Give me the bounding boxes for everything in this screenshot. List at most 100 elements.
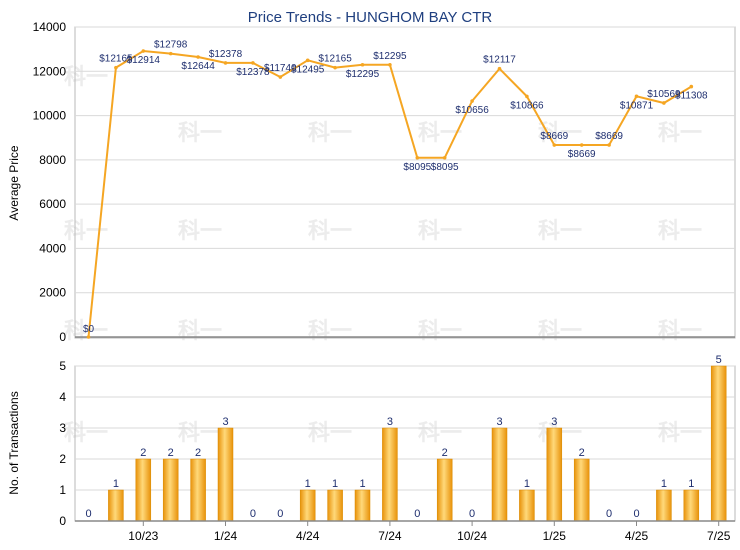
x-tick-label-1: 1/24 [214, 529, 238, 543]
transaction-bar-4 [190, 458, 206, 522]
transaction-bar-10 [354, 489, 371, 522]
price-series-line [87, 49, 692, 338]
transaction-value-label-13: 2 [442, 447, 448, 459]
price-point-10 [360, 62, 365, 67]
transaction-value-label-6: 0 [250, 508, 256, 520]
transactions-y-tick-label-2: 2 [59, 452, 66, 466]
price-point-6 [251, 61, 255, 65]
price-value-label-18: $8669 [568, 149, 596, 160]
price-value-label-15: $12117 [483, 55, 516, 66]
price-value-label-4: $12644 [181, 61, 215, 72]
transactions-y-tick-label-5: 5 [59, 359, 66, 373]
transactions-y-axis-label: No. of Transactions [7, 391, 21, 494]
transactions-y-ticks: 0 1 2 3 4 5 [59, 359, 66, 528]
x-tick-label-5: 1/25 [543, 529, 567, 543]
price-point-5 [223, 61, 228, 65]
transactions-value-labels: 0 1 2 2 2 3 0 0 1 1 1 3 0 2 0 3 1 3 2 0 0 1 1 5 [85, 354, 721, 520]
price-y-tick-label-6: 12000 [33, 64, 67, 78]
transaction-value-label-23: 5 [716, 354, 722, 366]
price-points [86, 49, 694, 339]
transaction-bar-13 [436, 458, 453, 522]
x-tick-label-6: 4/25 [625, 529, 649, 543]
x-axis-ticks: 10/23 1/24 4/24 7/24 10/24 1/25 4/25 7/25 [128, 521, 731, 543]
transaction-value-label-9: 1 [332, 478, 338, 490]
transaction-bar-23 [710, 365, 727, 522]
transaction-bar-1 [108, 489, 124, 522]
transaction-bar-18 [573, 458, 590, 522]
chart-title: Price Trends - HUNGHOM BAY CTR [248, 9, 493, 26]
price-value-label-5: $12378 [209, 49, 243, 60]
transaction-value-label-5: 3 [222, 416, 228, 428]
transaction-value-label-2: 2 [140, 447, 146, 459]
transaction-bar-21 [656, 489, 672, 522]
price-point-4 [196, 55, 200, 59]
price-value-label-10: $12295 [346, 69, 380, 80]
transaction-bar-8 [299, 489, 316, 522]
transaction-value-label-12: 0 [414, 508, 420, 520]
price-value-label-19: $8669 [595, 131, 623, 142]
price-point-3 [168, 51, 173, 56]
transaction-value-label-8: 1 [305, 478, 311, 490]
transaction-value-label-18: 2 [579, 447, 585, 459]
watermark-1: 科一 [178, 120, 222, 145]
price-value-label-7: $11740 [264, 63, 297, 74]
transactions-y-tick-label-3: 3 [59, 421, 66, 435]
transaction-bar-3 [162, 458, 179, 522]
transaction-value-label-10: 1 [359, 478, 365, 490]
price-value-label-1: $12165 [99, 54, 133, 65]
watermark-13: 科一 [178, 318, 222, 343]
watermark-2: 科一 [308, 120, 352, 145]
price-y-tick-label-4: 8000 [39, 153, 66, 167]
watermark-15: 科一 [418, 318, 462, 343]
transaction-bar-2 [135, 458, 152, 522]
price-value-label-16: $10866 [510, 100, 544, 111]
price-point-11 [388, 62, 392, 67]
transaction-value-label-1: 1 [113, 478, 119, 490]
transaction-bar-5 [217, 427, 234, 522]
price-point-15 [497, 66, 502, 71]
price-point-20 [634, 94, 639, 99]
watermark-21: 科一 [418, 420, 462, 445]
transaction-value-label-19: 0 [606, 508, 612, 520]
price-point-2 [141, 49, 146, 53]
x-tick-label-0: 10/23 [128, 529, 158, 543]
price-value-label-0: $0 [83, 324, 95, 335]
price-value-label-3: $12798 [154, 40, 188, 51]
price-value-label-9: $12165 [318, 54, 352, 65]
transaction-value-label-22: 1 [688, 478, 694, 490]
transactions-y-tick-label-0: 0 [59, 514, 66, 528]
transaction-value-label-15: 3 [496, 416, 502, 428]
watermark-3: 科一 [418, 120, 462, 145]
price-grid [75, 26, 735, 338]
watermark-11: 科一 [658, 218, 702, 243]
transactions-y-tick-label-1: 1 [59, 483, 66, 497]
transaction-bar-15 [491, 427, 508, 522]
price-point-1 [114, 65, 118, 70]
price-y-tick-label-5: 10000 [33, 109, 67, 123]
x-tick-label-4: 10/24 [457, 529, 487, 543]
watermark-16: 科一 [538, 318, 582, 343]
transaction-value-label-4: 2 [195, 447, 201, 459]
transaction-value-label-21: 1 [661, 478, 667, 490]
price-value-labels: $0$12165$12914$12798$12644$12378$12378$1… [83, 40, 708, 335]
transaction-bar-17 [546, 427, 563, 522]
price-y-axis-label: Average Price [7, 145, 21, 220]
watermark-18: 科一 [64, 420, 108, 445]
watermark-23: 科一 [658, 420, 702, 445]
watermark-0: 科一 [64, 64, 108, 89]
price-plot-frame [74, 26, 736, 339]
price-point-19 [607, 143, 611, 147]
watermark-17: 科一 [658, 318, 702, 343]
x-tick-label-2: 4/24 [296, 529, 320, 543]
watermark-4: 科一 [538, 120, 582, 145]
price-point-17 [552, 143, 557, 147]
price-point-22 [689, 84, 694, 89]
watermark-19: 科一 [178, 420, 222, 445]
price-point-12 [415, 155, 420, 160]
transaction-value-label-11: 3 [387, 416, 393, 428]
x-tick-label-3: 7/24 [378, 529, 402, 543]
transaction-value-label-3: 2 [168, 447, 174, 459]
transaction-value-label-17: 3 [551, 416, 557, 428]
price-point-13 [442, 155, 447, 160]
